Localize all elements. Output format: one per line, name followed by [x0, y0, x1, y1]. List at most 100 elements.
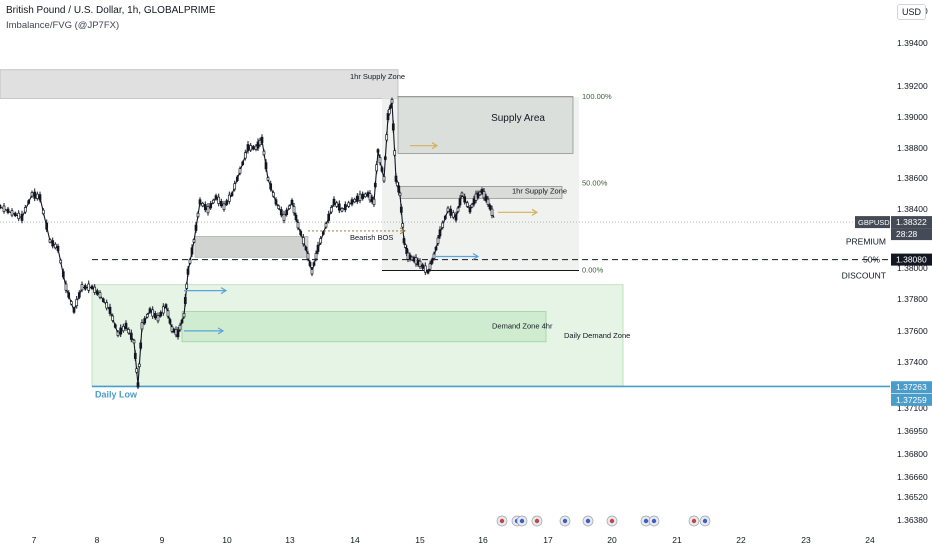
candle-body [383, 156, 387, 160]
candle-body [168, 319, 172, 324]
candle-body [285, 209, 289, 215]
arrow-demand-1-head [220, 287, 228, 295]
candle-body [312, 262, 316, 266]
candle-body [227, 194, 231, 202]
candle-body [233, 183, 237, 190]
x-tick-label: 17 [543, 535, 553, 545]
candle-body [156, 315, 160, 322]
price-series [0, 97, 495, 390]
candle-body [143, 318, 147, 324]
candle-body [321, 231, 325, 235]
candle-body [93, 286, 97, 293]
zone-3 [181, 311, 547, 343]
candle-body [124, 322, 128, 329]
y-tick-label: 1.37600 [897, 326, 928, 336]
candle-body [10, 210, 14, 216]
candle-body [105, 302, 109, 309]
candle-body [463, 196, 467, 203]
candle-body [246, 144, 250, 152]
candle-body [319, 238, 323, 244]
candle-body [20, 213, 24, 221]
flag-icon [609, 518, 615, 524]
x-tick-label: 23 [801, 535, 811, 545]
candle-body [269, 183, 273, 190]
overlay-layer: 100.00% 50.00% 0.00% Bearish BOS Daily Low PR… [95, 92, 886, 400]
fib-label-2: 0.00% [582, 265, 604, 274]
y-tick-label: 1.37100 [897, 403, 928, 413]
current-price-tag [891, 216, 932, 229]
candle-body [238, 168, 242, 174]
candle-body [119, 327, 123, 335]
candle-body [51, 240, 55, 247]
y-tick-label: 1.39400 [897, 38, 928, 48]
candle-body [490, 208, 494, 216]
candle-body [262, 150, 266, 156]
x-tick-label: 20 [607, 535, 617, 545]
flag-icon [691, 518, 697, 524]
candle-body [209, 203, 213, 209]
x-tick-label: 14 [350, 535, 360, 545]
candle-body [111, 315, 115, 321]
y-tick-label: 1.38600 [897, 173, 928, 183]
fib-label-1: 50.00% [582, 179, 608, 188]
candle-body [343, 204, 347, 211]
candle-body [108, 306, 112, 314]
candle-body [166, 310, 170, 317]
candle-body [133, 352, 137, 359]
candle-body [23, 207, 27, 213]
candle-body [264, 162, 268, 170]
candle-body [290, 199, 294, 205]
candle-body [249, 145, 253, 151]
candle-body [279, 209, 283, 216]
candle-body [306, 253, 310, 260]
candle-body [140, 322, 144, 330]
candle-body [441, 222, 445, 228]
candle-body [129, 332, 133, 340]
candle-body [460, 192, 464, 197]
candle-body [458, 198, 462, 206]
fib-label-0: 100.00% [582, 92, 612, 101]
candle-body [41, 209, 45, 215]
candle-body [0, 205, 2, 209]
y-tick-label: 1.36660 [897, 472, 928, 482]
candle-body [355, 195, 359, 202]
candle-body [454, 214, 458, 221]
candle-body [432, 253, 436, 259]
candle-body [378, 157, 382, 164]
zones-layer: 1hr Supply Zone Supply Area 1hr Supply Zon… [0, 69, 630, 387]
flag-icon [499, 518, 505, 524]
axis-layer: 1.396001.394001.392001.390001.388001.386… [32, 6, 932, 545]
candle-body [230, 192, 234, 197]
candle-body [136, 382, 140, 388]
candle-body [478, 191, 482, 196]
candle-body [48, 239, 52, 243]
candle-body [402, 238, 406, 244]
daily-low-tag-a [891, 381, 932, 394]
daily-low-tag-b [891, 393, 932, 406]
candle-body [222, 203, 226, 210]
grid-layer [0, 221, 890, 388]
candle-body [241, 161, 245, 166]
candle-body [192, 239, 196, 243]
candle-body [161, 306, 165, 314]
candle-body [77, 292, 81, 298]
countdown-tag-text: 28:28 [896, 229, 918, 239]
fifty-label: 50% [863, 255, 880, 265]
candle-body [69, 301, 73, 305]
candle-body [127, 329, 131, 334]
candle-body [393, 150, 397, 156]
candle-body [225, 200, 229, 205]
candle-body [446, 207, 450, 212]
candle-body [176, 330, 180, 338]
candle-body [482, 191, 486, 199]
zone-0 [0, 69, 399, 99]
flag-icon [562, 518, 568, 524]
candle-body [75, 299, 79, 307]
fifty-price-tag [891, 253, 932, 266]
candle-body [203, 204, 207, 211]
currency-badge[interactable]: USD [896, 4, 926, 20]
fib-box [382, 96, 579, 271]
x-tick-label: 8 [95, 535, 100, 545]
candle-body [292, 206, 296, 214]
